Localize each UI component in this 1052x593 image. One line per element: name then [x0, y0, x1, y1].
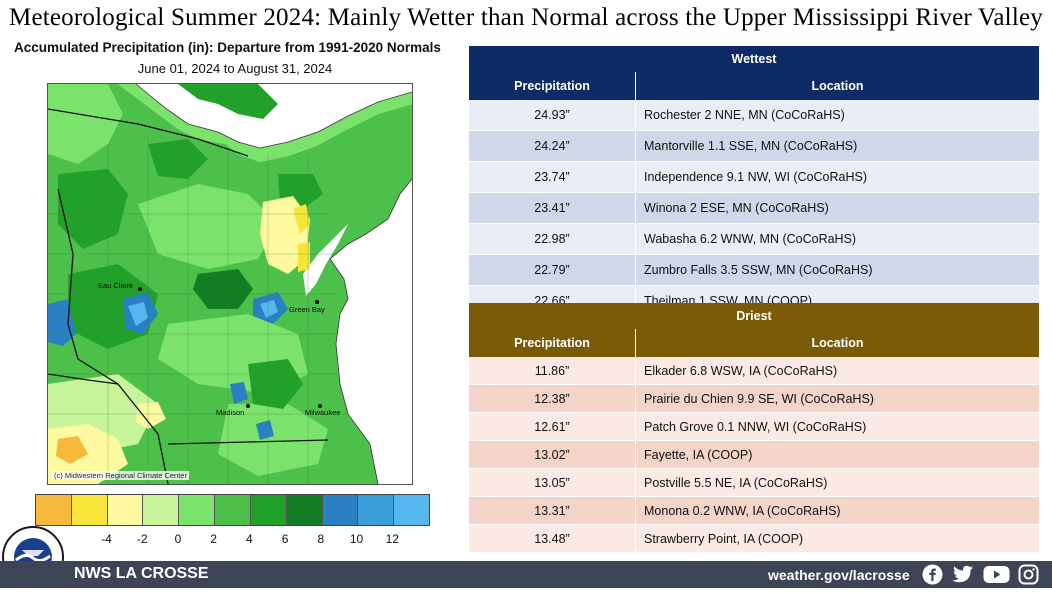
precipitation-value: 24.93”	[469, 100, 636, 131]
legend-label: -4	[101, 532, 112, 546]
footer-office-name: NWS LA CROSSE	[74, 565, 209, 582]
map-credit: (c) Midwestern Regional Climate Center	[52, 471, 189, 480]
legend-label: 4	[246, 532, 253, 546]
precipitation-value: 13.02”	[469, 440, 636, 469]
precipitation-value: 11.86”	[469, 357, 636, 385]
city-label-green-bay: Green Bay	[289, 305, 325, 314]
legend-color-box	[250, 495, 287, 525]
wettest-title: Wettest	[469, 46, 1039, 72]
legend-label: 12	[385, 532, 399, 546]
footer-bar: NWS LA CROSSE weather.gov/lacrosse	[0, 561, 1052, 588]
legend-label: 0	[174, 532, 182, 546]
precipitation-value: 23.74”	[469, 161, 636, 193]
precipitation-value: 12.61”	[469, 412, 636, 441]
city-label-milwaukee: Milwaukee	[305, 408, 341, 417]
footer-website-link[interactable]: weather.gov/lacrosse	[768, 567, 910, 583]
station-location: Zumbro Falls 3.5 SSW, MN (CoCoRaHS)	[635, 254, 1039, 286]
wettest-table: Wettest Precipitation Location 24.93” Roc…	[469, 46, 1039, 317]
station-location: Fayette, IA (COOP)	[635, 440, 1039, 469]
wettest-col-precipitation: Precipitation	[469, 72, 636, 100]
legend-color-box	[179, 495, 216, 525]
legend-label: -2	[136, 532, 148, 546]
station-location: Rochester 2 NNE, MN (CoCoRaHS)	[635, 100, 1039, 131]
station-location: Patch Grove 0.1 NNW, WI (CoCoRaHS)	[635, 412, 1039, 441]
legend-color-box	[286, 495, 323, 525]
map-title: Accumulated Precipitation (in): Departur…	[14, 40, 441, 55]
precipitation-value: 13.05”	[469, 468, 636, 497]
legend-color-box	[358, 495, 395, 525]
city-label-madison: Madison	[216, 408, 245, 417]
legend-color-box	[143, 495, 180, 525]
precipitation-map-image	[48, 84, 412, 484]
precipitation-value: 22.79”	[469, 254, 636, 286]
driest-table: Driest Precipitation Location 11.86” Elka…	[469, 303, 1039, 553]
precipitation-value: 13.31”	[469, 496, 636, 525]
station-location: Elkader 6.8 WSW, IA (CoCoRaHS)	[635, 357, 1039, 385]
page-title: Meteorological Summer 2024: Mainly Wette…	[9, 4, 1043, 31]
precipitation-value: 13.48”	[469, 524, 636, 553]
table-row: 11.86” Elkader 6.8 WSW, IA (CoCoRaHS)	[469, 357, 1039, 385]
legend-color-box	[215, 495, 251, 525]
station-location: Mantorville 1.1 SSE, MN (CoCoRaHS)	[635, 130, 1039, 162]
driest-col-location: Location	[635, 329, 1039, 357]
table-row: 13.02” Fayette, IA (COOP)	[469, 440, 1039, 469]
table-row: 12.38” Prairie du Chien 9.9 SE, WI (CoCoR…	[469, 384, 1039, 413]
table-row: 23.74” Independence 9.1 NW, WI (CoCoRaHS)	[469, 161, 1039, 193]
driest-title: Driest	[469, 303, 1039, 329]
legend-label: 8	[317, 532, 325, 546]
station-location: Strawberry Point, IA (COOP)	[635, 524, 1039, 553]
legend-color-bar	[35, 494, 430, 526]
table-row: 13.31” Monona 0.2 WNW, IA (CoCoRaHS)	[469, 496, 1039, 525]
table-row: 13.48” Strawberry Point, IA (COOP)	[469, 524, 1039, 553]
precipitation-value: 12.38”	[469, 384, 636, 413]
station-location: Monona 0.2 WNW, IA (CoCoRaHS)	[635, 496, 1039, 525]
precipitation-value: 24.24”	[469, 130, 636, 162]
table-row: 22.98” Wabasha 6.2 WNW, MN (CoCoRaHS)	[469, 223, 1039, 255]
legend-color-box	[107, 495, 144, 525]
instagram-icon[interactable]	[1018, 564, 1039, 585]
legend-labels: -4 -2 0 2 4 6 8 10 12	[35, 532, 428, 548]
precipitation-value: 23.41”	[469, 192, 636, 224]
facebook-icon[interactable]	[922, 564, 943, 585]
legend-color-box	[36, 495, 72, 525]
legend-label: 10	[349, 532, 364, 546]
table-row: 13.05” Postville 5.5 NE, IA (CoCoRaHS)	[469, 468, 1039, 497]
precipitation-map: Eau Claire Green Bay Madison Milwaukee (…	[47, 83, 413, 485]
table-row: 12.61” Patch Grove 0.1 NNW, WI (CoCoRaHS)	[469, 412, 1039, 441]
precipitation-value: 22.98”	[469, 223, 636, 255]
youtube-icon[interactable]	[983, 564, 1010, 585]
station-location: Postville 5.5 NE, IA (CoCoRaHS)	[635, 468, 1039, 497]
table-row: 22.79” Zumbro Falls 3.5 SSW, MN (CoCoRaHS…	[469, 254, 1039, 286]
table-row: 24.93” Rochester 2 NNE, MN (CoCoRaHS)	[469, 100, 1039, 131]
wettest-col-location: Location	[635, 72, 1039, 100]
map-date-range: June 01, 2024 to August 31, 2024	[137, 61, 333, 76]
table-row: 24.24” Mantorville 1.1 SSE, MN (CoCoRaHS)	[469, 130, 1039, 162]
legend-label: 6	[281, 532, 289, 546]
legend-color-box	[394, 495, 429, 525]
station-location: Prairie du Chien 9.9 SE, WI (CoCoRaHS)	[635, 384, 1039, 413]
legend-color-box	[71, 495, 108, 525]
station-location: Wabasha 6.2 WNW, MN (CoCoRaHS)	[635, 223, 1039, 255]
city-label-eau-claire: Eau Claire	[98, 281, 134, 290]
table-row: 23.41” Winona 2 ESE, MN (CoCoRaHS)	[469, 192, 1039, 224]
station-location: Winona 2 ESE, MN (CoCoRaHS)	[635, 192, 1039, 224]
legend-color-box	[322, 495, 359, 525]
twitter-icon[interactable]	[950, 564, 974, 585]
station-location: Independence 9.1 NW, WI (CoCoRaHS)	[635, 161, 1039, 193]
driest-col-precipitation: Precipitation	[469, 329, 636, 357]
legend-label: 2	[210, 532, 217, 546]
